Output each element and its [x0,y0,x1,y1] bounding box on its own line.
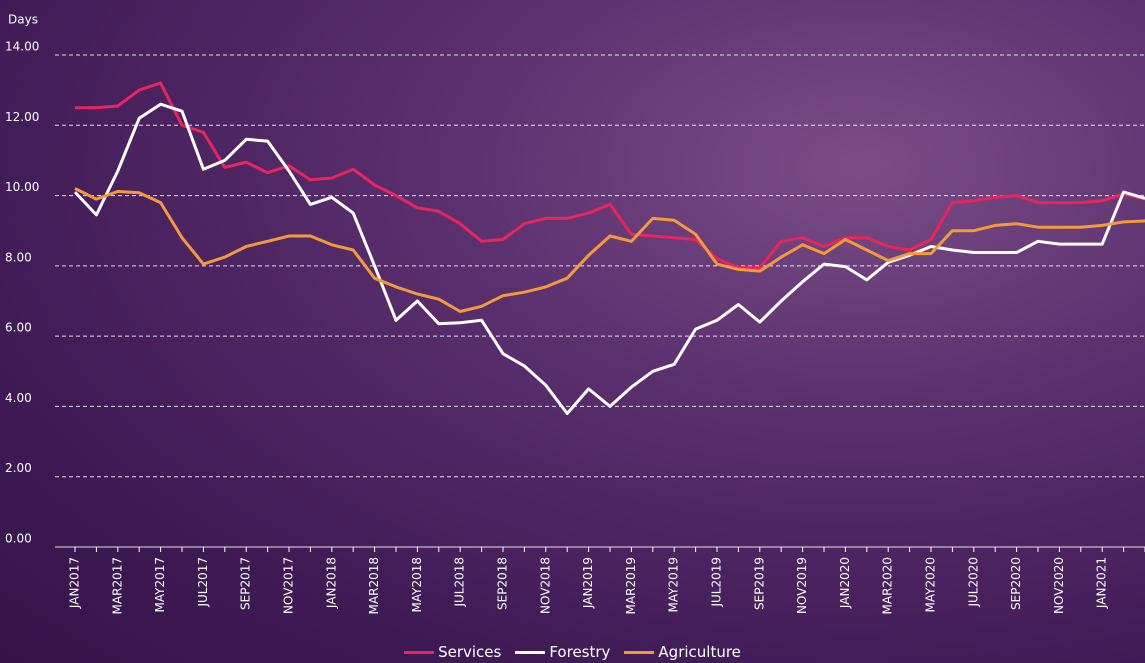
x-tick-label: JUL2017 [196,557,210,608]
legend-swatch [404,650,435,654]
legend-item: Forestry [515,643,610,661]
x-tick-label: MAY2018 [410,557,424,613]
legend-label: Services [438,643,502,661]
x-tick-label: JAN2017 [68,557,82,609]
legend-swatch [624,650,655,654]
y-axis-label: Days [8,13,38,27]
x-tick-label: NOV2020 [1052,557,1066,614]
x-tick-label: JAN2020 [838,557,852,609]
x-tick-label: MAY2020 [924,557,938,613]
x-tick-label: SEP2020 [1009,557,1023,610]
x-tick-label: SEP2019 [752,557,766,610]
legend-swatch [515,650,546,654]
y-tick-label: 0.00 [5,532,32,546]
x-tick-label: JAN2018 [324,557,338,609]
x-tick-label: MAR2018 [367,557,381,614]
series-line [73,102,1145,415]
y-tick-label: 10.00 [5,180,39,194]
x-tick-label: JUL2018 [453,557,467,608]
y-tick-label: 12.00 [5,110,39,124]
x-tick-label: JUL2019 [710,557,724,608]
x-tick-label: JAN2021 [1095,557,1109,609]
x-tick-label: MAY2017 [153,557,167,613]
x-tick-label: SEP2017 [239,557,253,610]
legend: Services Forestry Agriculture [0,643,1145,661]
legend-item: Services [404,643,501,661]
x-tick-label: NOV2018 [538,557,552,614]
legend-label: Forestry [549,643,611,661]
y-tick-label: 6.00 [5,321,32,335]
y-tick-label: 8.00 [5,250,32,264]
x-tick-label: MAR2019 [624,557,638,614]
x-tick-label: MAR2017 [110,557,124,614]
legend-label: Agriculture [658,643,741,661]
y-tick-label: 14.00 [5,40,39,54]
series-line [75,81,1145,270]
series-line [74,187,1145,313]
y-tick-label: 2.00 [5,461,32,475]
x-tick-label: JUL2020 [966,557,980,608]
x-tick-label: MAY2019 [667,557,681,613]
x-tick-label: SEP2018 [496,557,510,610]
y-tick-label: 4.00 [5,391,32,405]
x-tick-label: MAR2020 [881,557,895,614]
legend-item: Agriculture [624,643,741,661]
x-tick-label: NOV2019 [795,557,809,614]
x-tick-label: NOV2017 [282,557,296,614]
x-tick-label: JAN2019 [581,557,595,609]
